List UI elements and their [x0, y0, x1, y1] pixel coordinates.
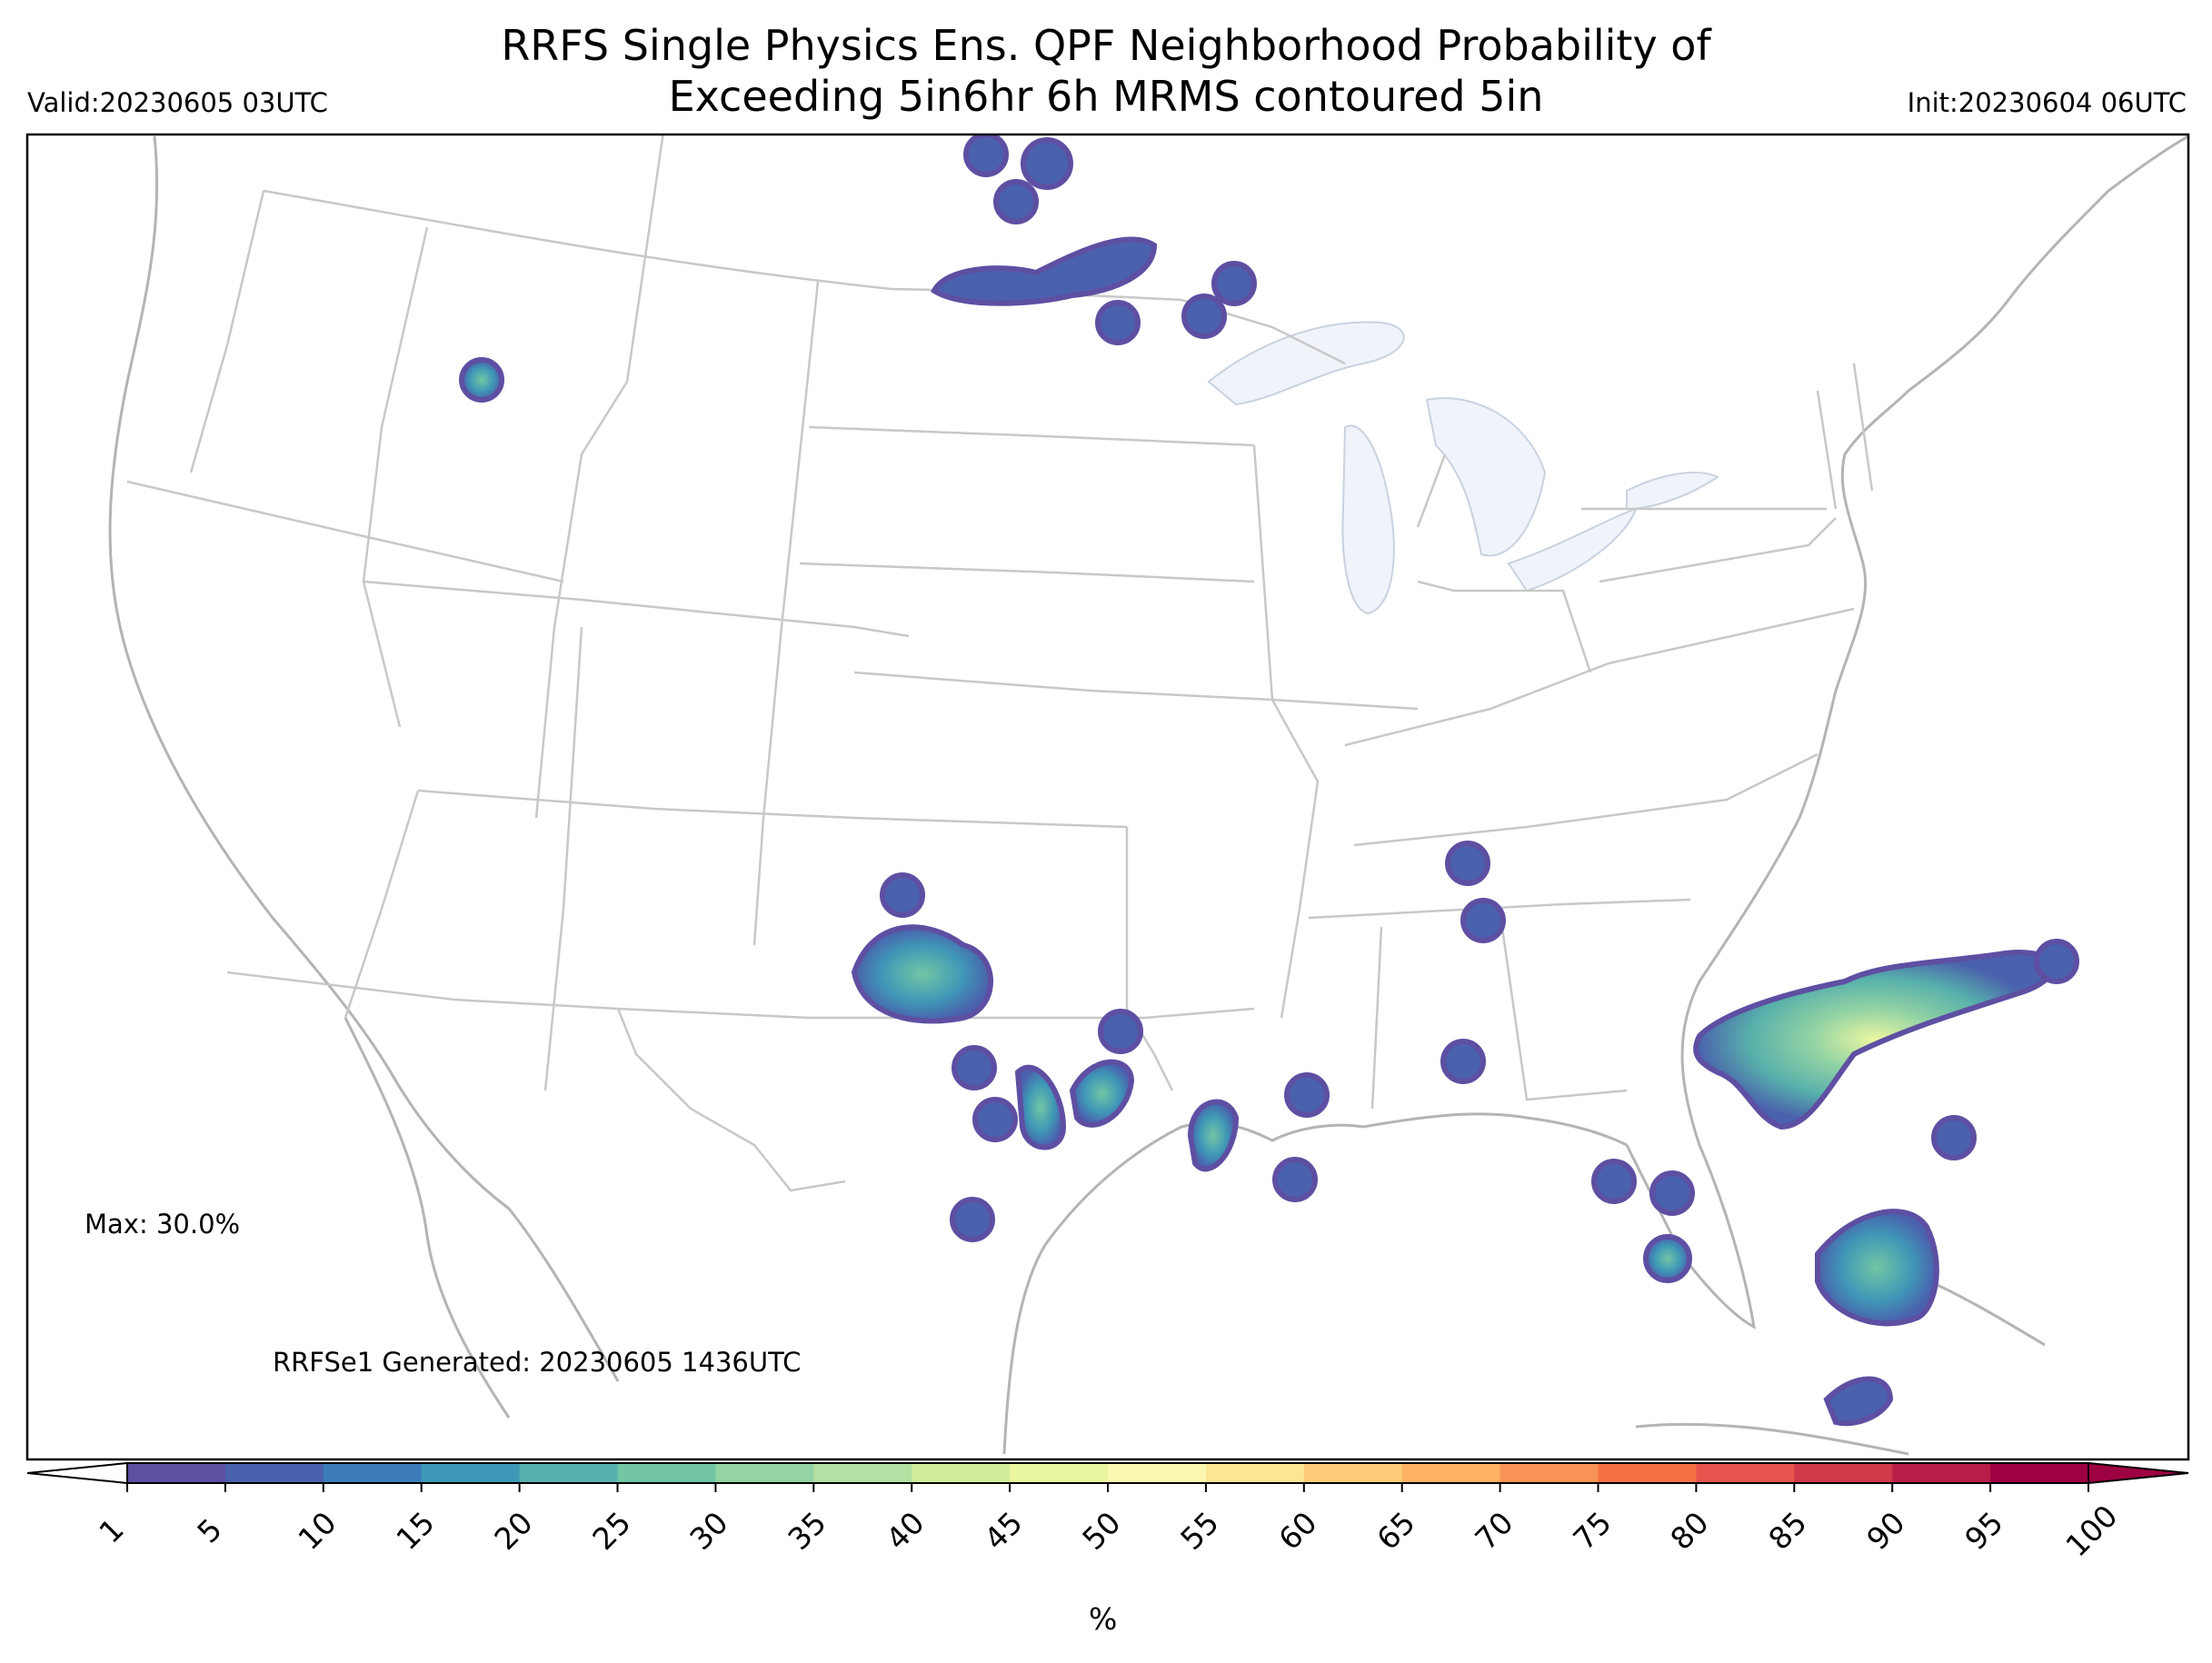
prob-blob — [1187, 1099, 1240, 1172]
prob-blob — [1460, 898, 1506, 943]
prob-blob — [1098, 1009, 1143, 1054]
colorbar-segment — [617, 1463, 716, 1483]
colorbar-segment — [519, 1463, 618, 1483]
prob-blob — [952, 1045, 997, 1090]
colorbar-segment — [1794, 1463, 1893, 1483]
colorbar-segment — [1401, 1463, 1501, 1483]
max-value-label: Max: 30.0% — [85, 1209, 241, 1240]
coastlines — [108, 134, 2188, 1456]
prob-blob — [1591, 1159, 1637, 1204]
colorbar-segment — [1696, 1463, 1795, 1483]
map-title: RRFS Single Physics Ens. QPF Neighborhoo… — [0, 20, 2212, 122]
map-frame — [25, 133, 2190, 1461]
prob-blob — [1272, 1157, 1318, 1202]
colorbar-segment — [224, 1463, 324, 1483]
prob-blob — [1823, 1376, 1894, 1427]
colorbar-segment — [1990, 1463, 2089, 1483]
prob-blob — [459, 357, 504, 403]
prob-blob — [1693, 950, 2056, 1130]
colorbar-segment — [1500, 1463, 1599, 1483]
prob-blob — [1815, 1209, 1939, 1327]
prob-blob — [1284, 1072, 1330, 1118]
colorbar-segment — [323, 1463, 423, 1483]
colorbar-segment — [715, 1463, 814, 1483]
colorbar-segment — [1205, 1463, 1305, 1483]
colorbar-segment — [1108, 1463, 1207, 1483]
valid-time-label: Valid:20230605 03UTC — [27, 87, 328, 118]
prob-blob — [931, 236, 1158, 306]
basemap — [108, 134, 2188, 1456]
prob-blob — [880, 872, 925, 918]
prob-blob — [1211, 261, 1257, 306]
prob-blob — [972, 1097, 1018, 1142]
prob-blob — [2034, 939, 2079, 984]
colorbar-unit-label: % — [1089, 1601, 1118, 1637]
prob-blob — [963, 134, 1009, 177]
colorbar-segment — [127, 1463, 226, 1483]
generated-label: RRFSe1 Generated: 20230605 1436UTC — [273, 1347, 802, 1378]
prob-blob — [993, 179, 1039, 224]
great-lakes — [1207, 321, 1719, 615]
probability-blobs — [459, 134, 2079, 1427]
title-line-2: Exceeding 5in6hr 6h MRMS contoured 5in — [668, 72, 1544, 121]
prob-blob — [1643, 1234, 1692, 1283]
prob-blob — [1445, 841, 1490, 886]
prob-blob — [1021, 137, 1073, 190]
title-line-1: RRFS Single Physics Ens. QPF Neighborhoo… — [501, 21, 1711, 70]
colorbar — [26, 1461, 2189, 1492]
colorbar-segment — [421, 1463, 521, 1483]
colorbar-segment — [1598, 1463, 1697, 1483]
colorbar-segment — [813, 1463, 912, 1483]
prob-blob — [1440, 1039, 1486, 1084]
colorbar-segment — [1892, 1463, 1991, 1483]
prob-blob — [1014, 1064, 1067, 1150]
prob-blob — [851, 924, 993, 1024]
prob-blob — [1649, 1170, 1695, 1216]
colorbar-segment — [912, 1463, 1011, 1483]
prob-blob — [1181, 294, 1227, 339]
prob-blob — [1931, 1115, 1977, 1160]
init-time-label: Init:20230604 06UTC — [1907, 87, 2187, 118]
prob-blob — [1069, 1059, 1135, 1128]
state-borders — [126, 134, 1874, 1192]
prob-blob — [1095, 300, 1141, 345]
colorbar-extend-high — [2087, 1461, 2189, 1485]
prob-blob — [950, 1197, 995, 1242]
colorbar-extend-low — [26, 1461, 128, 1485]
colorbar-segment — [1010, 1463, 1109, 1483]
colorbar-segment — [1303, 1463, 1403, 1483]
